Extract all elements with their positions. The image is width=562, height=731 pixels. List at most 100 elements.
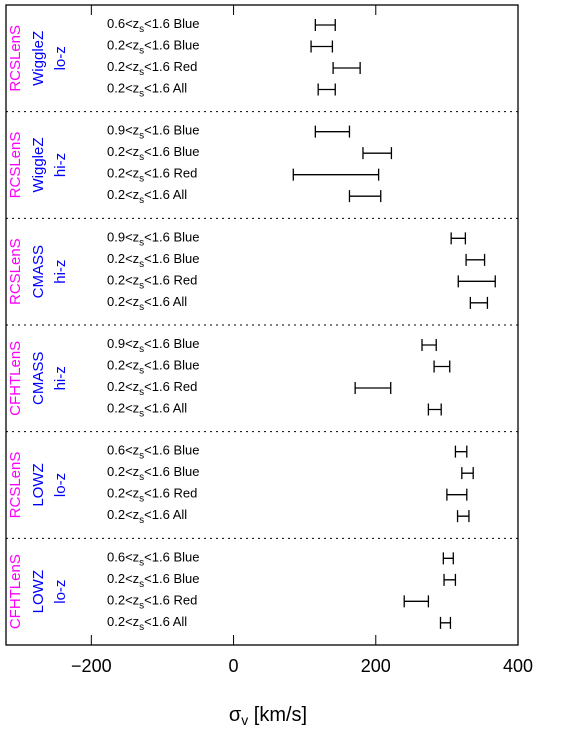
error-bar <box>332 62 361 74</box>
row-label-sub: s <box>139 387 144 398</box>
row-label-sub: s <box>139 472 144 483</box>
row-label-part: 0.2<z <box>107 401 139 416</box>
row-label-sub: s <box>139 365 144 376</box>
row-label-part: 0.2<z <box>107 145 139 160</box>
row-label-part: <1.6 All <box>144 188 187 203</box>
row-label-part: <1.6 Blue <box>144 230 199 245</box>
row-label-sub: s <box>139 130 144 141</box>
error-bar <box>454 445 468 458</box>
row-label: 0.2<zs<1.6 Blue <box>107 251 199 269</box>
row-label-part: <1.6 Blue <box>144 358 199 373</box>
group-label: hi-z <box>52 366 69 390</box>
x-axis-label-part: [km/s] <box>248 704 307 726</box>
row-label-part: 0.6<z <box>107 443 139 458</box>
error-bar <box>348 190 382 203</box>
row-label: 0.9<zs<1.6 Blue <box>107 336 199 354</box>
group-label: RCSLenS <box>7 132 24 199</box>
row-label-part: <1.6 Blue <box>144 550 199 565</box>
x-axis-label-part: σ <box>229 704 242 726</box>
row-label-part: 0.2<z <box>107 465 139 480</box>
group-label: RCSLenS <box>7 238 24 305</box>
row-label-part: 0.2<z <box>107 166 139 181</box>
row-label: 0.2<zs<1.6 All <box>107 294 187 312</box>
row-label-part: <1.6 Blue <box>144 465 199 480</box>
group-label: WiggleZ <box>30 137 47 192</box>
row-label-part: <1.6 Red <box>144 593 197 608</box>
error-bar <box>442 552 454 565</box>
row-label-sub: s <box>139 344 144 355</box>
row-label-sub: s <box>139 408 144 419</box>
row-label-part: 0.2<z <box>107 379 139 394</box>
row-label-part: <1.6 Red <box>144 379 197 394</box>
group-label: CMASS <box>30 352 47 405</box>
error-bar <box>314 19 336 31</box>
error-bar <box>310 40 334 53</box>
row-label: 0.2<zs<1.6 All <box>107 188 187 206</box>
row-label-sub: s <box>139 88 144 99</box>
row-label-part: <1.6 Blue <box>144 251 199 266</box>
error-bar <box>362 147 393 160</box>
error-bar <box>465 253 486 266</box>
row-label-sub: s <box>139 152 144 163</box>
error-bar <box>317 83 336 96</box>
row-label-part: 0.2<z <box>107 273 139 288</box>
group-label: CFHTLenS <box>7 554 24 629</box>
error-bar <box>461 467 474 480</box>
row-label: 0.6<zs<1.6 Blue <box>107 16 199 34</box>
x-tick-label: 200 <box>361 656 391 676</box>
group-label: lo-z <box>52 580 69 604</box>
row-label: 0.2<zs<1.6 All <box>107 81 187 99</box>
row-label-part: 0.9<z <box>107 336 139 351</box>
row-label-part: 0.2<z <box>107 59 139 74</box>
row-label-sub: s <box>139 578 144 589</box>
row-label-sub: s <box>139 24 144 35</box>
group-label: WiggleZ <box>30 31 47 86</box>
row-label-sub: s <box>139 173 144 184</box>
row-label-part: 0.2<z <box>107 593 139 608</box>
row-label-part: <1.6 All <box>144 508 187 523</box>
group-label: CMASS <box>30 245 47 298</box>
row-label: 0.9<zs<1.6 Blue <box>107 123 199 141</box>
row-label-part: 0.6<z <box>107 16 139 31</box>
row-label-part: 0.2<z <box>107 614 139 629</box>
error-bar <box>433 360 451 373</box>
row-label-part: <1.6 Blue <box>144 145 199 160</box>
x-tick-label: −200 <box>71 656 112 676</box>
row-label-part: <1.6 Red <box>144 273 197 288</box>
row-label: 0.2<zs<1.6 All <box>107 614 187 632</box>
row-label-part: 0.2<z <box>107 571 139 586</box>
row-label-part: <1.6 Blue <box>144 38 199 53</box>
error-bar <box>403 595 430 608</box>
row-label-sub: s <box>139 45 144 56</box>
row-label-sub: s <box>139 493 144 504</box>
row-label-sub: s <box>139 600 144 611</box>
row-label-sub: s <box>139 557 144 568</box>
row-label-sub: s <box>139 280 144 291</box>
row-label: 0.2<zs<1.6 Red <box>107 486 197 504</box>
row-label-part: 0.9<z <box>107 230 139 245</box>
row-label: 0.2<zs<1.6 Blue <box>107 145 199 163</box>
row-label: 0.2<zs<1.6 Blue <box>107 465 199 483</box>
group-label: RCSLenS <box>7 452 24 519</box>
row-label-part: <1.6 All <box>144 401 187 416</box>
row-label: 0.2<zs<1.6 All <box>107 508 187 526</box>
row-label-part: <1.6 Blue <box>144 16 199 31</box>
row-label: 0.2<zs<1.6 All <box>107 401 187 419</box>
row-label: 0.6<zs<1.6 Blue <box>107 443 199 461</box>
row-label: 0.2<zs<1.6 Blue <box>107 571 199 589</box>
row-label-part: <1.6 All <box>144 614 187 629</box>
row-label-sub: s <box>139 237 144 248</box>
row-label-part: <1.6 All <box>144 294 187 309</box>
row-label: 0.9<zs<1.6 Blue <box>107 230 199 248</box>
plot-frame <box>5 4 519 646</box>
group-label: lo-z <box>52 473 69 497</box>
row-label-part: <1.6 Blue <box>144 336 199 351</box>
row-label-part: 0.9<z <box>107 123 139 138</box>
error-bar <box>469 296 489 309</box>
group-label: hi-z <box>52 260 69 284</box>
group-label: hi-z <box>52 153 69 177</box>
row-label-part: 0.2<z <box>107 508 139 523</box>
x-axis-label-sub: v <box>241 712 248 728</box>
row-label: 0.2<zs<1.6 Blue <box>107 38 199 56</box>
